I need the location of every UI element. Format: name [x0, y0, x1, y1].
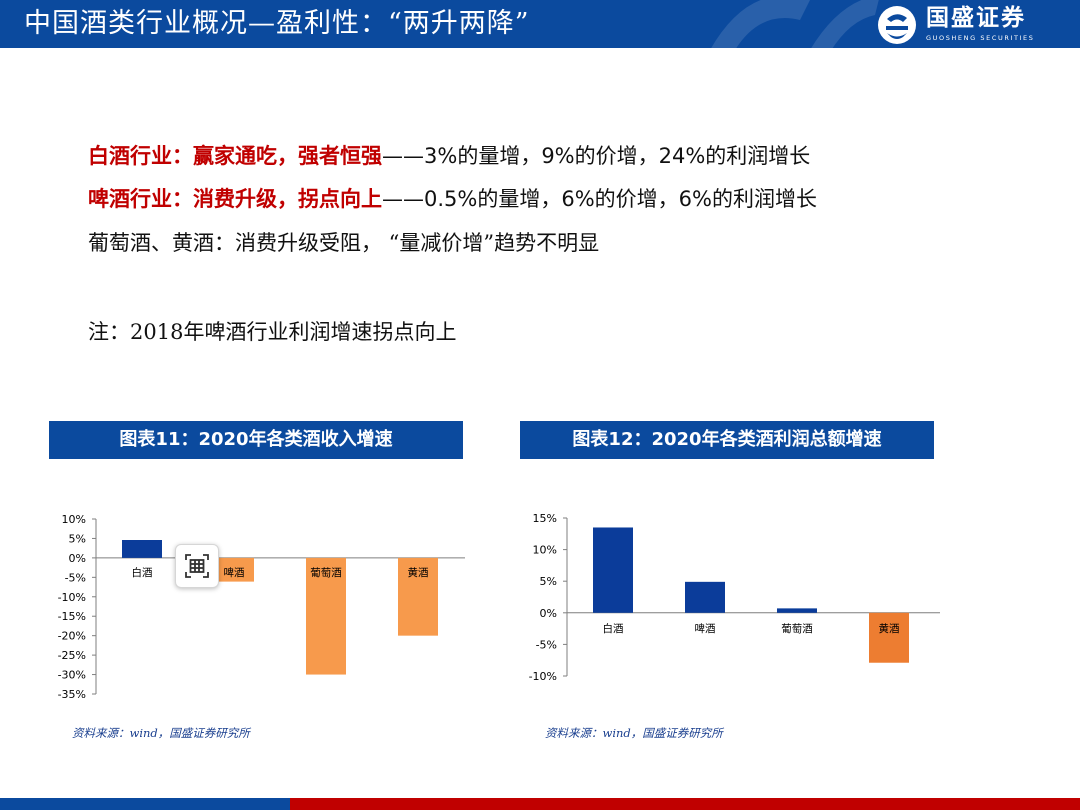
beer-summary-line: 啤酒行业：消费升级，拐点向上——0.5%的量增，6%的价增，6%的利润增长 [88, 183, 817, 215]
watermark-graphic [710, 0, 879, 52]
bar-黄酒 [398, 557, 438, 636]
chart11-source: 资料来源：wind，国盛证券研究所 [72, 726, 250, 740]
y-tick-label: -10% [529, 670, 557, 683]
bar-葡萄酒 [306, 557, 346, 675]
chart12-source: 资料来源：wind，国盛证券研究所 [545, 726, 723, 740]
bar-白酒 [593, 527, 633, 613]
y-tick-label: 10% [533, 544, 557, 557]
bar-啤酒 [685, 581, 725, 613]
page-title: 中国酒类行业概况—盈利性：“两升两降” [24, 8, 530, 39]
category-label: 葡萄酒 [781, 622, 813, 635]
y-tick-label: 0% [69, 552, 86, 565]
y-tick-label: 10% [62, 513, 86, 526]
bar-黄酒 [869, 612, 909, 663]
bar-葡萄酒 [777, 608, 817, 613]
y-tick-label: -5% [65, 571, 86, 584]
chart12-title: 图表12：2020年各类酒利润总额增速 [520, 421, 934, 459]
text-recognition-button[interactable] [175, 544, 219, 588]
bar-啤酒 [214, 557, 254, 582]
category-label: 啤酒 [224, 566, 245, 579]
y-tick-label: 5% [540, 575, 557, 588]
y-tick-label: -10% [58, 591, 86, 604]
footer-bar-blue [0, 798, 290, 810]
chart11-title: 图表11：2020年各类酒收入增速 [49, 421, 463, 459]
note-line: 注：2018年啤酒行业利润增速拐点向上 [88, 320, 457, 344]
category-label: 白酒 [603, 622, 624, 635]
company-logo: 国盛证券 GUOSHENG SECURITIES [876, 4, 1066, 44]
category-label: 黄酒 [879, 622, 900, 635]
chart12-plot: 15% 10% 5% 0% -5% -10% 白酒 啤酒 葡萄酒 黄酒 [529, 512, 940, 683]
y-tick-label: -5% [536, 638, 557, 651]
chart11-plot: 10% 5% 0% -5% -10% -15% -20% -25% -30% -35% 白酒 啤酒 葡萄… [58, 513, 465, 701]
y-tick-label: 5% [69, 532, 86, 545]
y-tick-label: -25% [58, 649, 86, 662]
y-tick-label: 15% [533, 512, 557, 525]
category-label: 葡萄酒 [310, 566, 342, 579]
y-tick-label: -30% [58, 669, 86, 682]
logo-text-cn: 国盛证券 [926, 5, 1026, 31]
bar-白酒 [122, 540, 162, 558]
footer-bar-red [290, 798, 1080, 810]
logo-mark-icon [878, 6, 916, 44]
beer-detail: ——0.5%的量增，6%的价增，6%的利润增长 [382, 187, 817, 211]
wine-summary-line: 葡萄酒、黄酒：消费升级受阻， “量减价增”趋势不明显 [88, 231, 600, 255]
y-tick-label: -15% [58, 610, 86, 623]
header-bar: 中国酒类行业概况—盈利性：“两升两降” 国盛证券 GUOSHENG SECURI… [0, 0, 1080, 52]
baijiu-highlight: 白酒行业：赢家通吃，强者恒强 [88, 143, 382, 168]
y-tick-label: -20% [58, 630, 86, 643]
baijiu-detail: ——3%的量增，9%的价增，24%的利润增长 [382, 144, 811, 168]
baijiu-summary-line: 白酒行业：赢家通吃，强者恒强——3%的量增，9%的价增，24%的利润增长 [88, 140, 810, 172]
beer-highlight: 啤酒行业：消费升级，拐点向上 [88, 186, 382, 211]
category-label: 白酒 [132, 566, 153, 579]
y-tick-label: 0% [540, 607, 557, 620]
y-tick-label: -35% [58, 688, 86, 701]
text-recognition-icon [185, 554, 209, 578]
category-label: 啤酒 [695, 622, 716, 635]
category-label: 黄酒 [408, 566, 429, 579]
logo-text-en: GUOSHENG SECURITIES [926, 34, 1035, 42]
